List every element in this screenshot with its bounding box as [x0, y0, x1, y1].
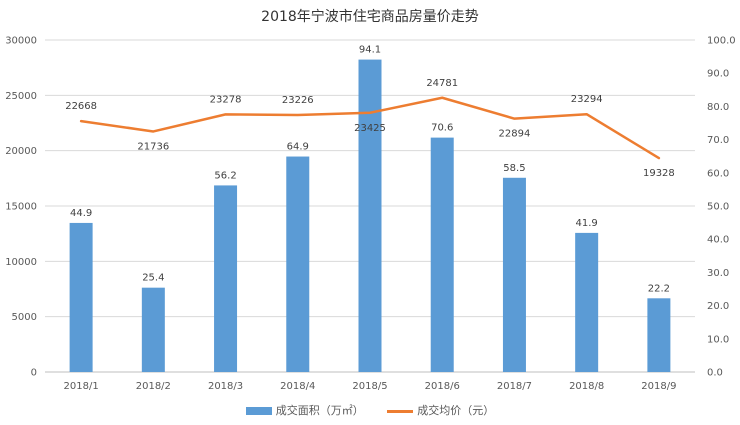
chart-title: 2018年宁波市住宅商品房量价走势 — [261, 9, 479, 25]
bar — [358, 59, 382, 372]
bar — [647, 298, 671, 372]
line-label: 19328 — [643, 168, 675, 179]
y-right-tick: 0.0 — [707, 368, 723, 379]
bar-label: 94.1 — [359, 45, 381, 56]
y-right-tick: 80.0 — [707, 102, 729, 113]
legend-label-area: 成交面积（万㎡） — [275, 404, 364, 417]
y-left-tick: 5000 — [12, 312, 37, 323]
y-left-tick: 10000 — [5, 257, 37, 268]
bar-label: 22.2 — [648, 283, 670, 294]
line-label: 22668 — [65, 101, 97, 112]
bar-label: 70.6 — [431, 123, 453, 134]
y-right-tick: 30.0 — [707, 268, 729, 279]
bar — [575, 232, 599, 372]
bar-label: 41.9 — [576, 218, 598, 229]
line-label: 22894 — [499, 129, 531, 140]
line-label: 24781 — [426, 78, 458, 89]
y-right-tick: 70.0 — [707, 135, 729, 146]
y-right-tick: 20.0 — [707, 301, 729, 312]
line-label: 23278 — [210, 94, 242, 105]
x-tick: 2018/4 — [280, 381, 315, 392]
bar — [69, 222, 93, 372]
bar — [286, 156, 310, 372]
legend-item-area: 成交面积（万㎡） — [245, 402, 364, 418]
legend-item-price: 成交均价（元） — [387, 402, 494, 418]
x-tick: 2018/9 — [641, 381, 676, 392]
legend-label-price: 成交均价（元） — [417, 404, 495, 417]
bar-label: 25.4 — [142, 273, 164, 284]
bar — [502, 177, 526, 372]
legend-swatch-line — [387, 409, 414, 413]
y-left-tick: 15000 — [5, 202, 37, 213]
bar — [141, 287, 165, 372]
line-label: 21736 — [137, 141, 169, 152]
x-tick: 2018/6 — [425, 381, 460, 392]
y-right-tick: 10.0 — [707, 334, 729, 345]
x-tick: 2018/1 — [64, 381, 99, 392]
y-left-tick: 20000 — [5, 146, 37, 157]
bar — [430, 137, 454, 372]
y-right-tick: 100.0 — [707, 36, 736, 47]
line-label: 23294 — [571, 94, 603, 105]
x-tick: 2018/3 — [208, 381, 243, 392]
x-tick: 2018/2 — [136, 381, 171, 392]
y-right-tick: 90.0 — [707, 69, 729, 80]
bar-label: 58.5 — [503, 163, 525, 174]
y-left-tick: 30000 — [5, 36, 37, 47]
line-label: 23226 — [282, 95, 314, 106]
line-label: 23425 — [354, 123, 386, 134]
x-tick: 2018/5 — [352, 381, 387, 392]
y-left-tick: 25000 — [5, 91, 37, 102]
bar-label: 56.2 — [214, 170, 236, 181]
chart-legend: 成交面积（万㎡） 成交均价（元） — [0, 402, 740, 418]
y-right-tick: 60.0 — [707, 168, 729, 179]
x-tick: 2018/7 — [497, 381, 532, 392]
bar-label: 64.9 — [287, 142, 309, 153]
price-line — [79, 96, 661, 160]
y-left-tick: 0 — [31, 368, 37, 379]
y-right-tick: 50.0 — [707, 202, 729, 213]
bar — [214, 185, 238, 372]
bar-label: 44.9 — [70, 208, 92, 219]
x-tick: 2018/8 — [569, 381, 604, 392]
legend-swatch-bar — [245, 407, 272, 415]
y-right-tick: 40.0 — [707, 235, 729, 246]
